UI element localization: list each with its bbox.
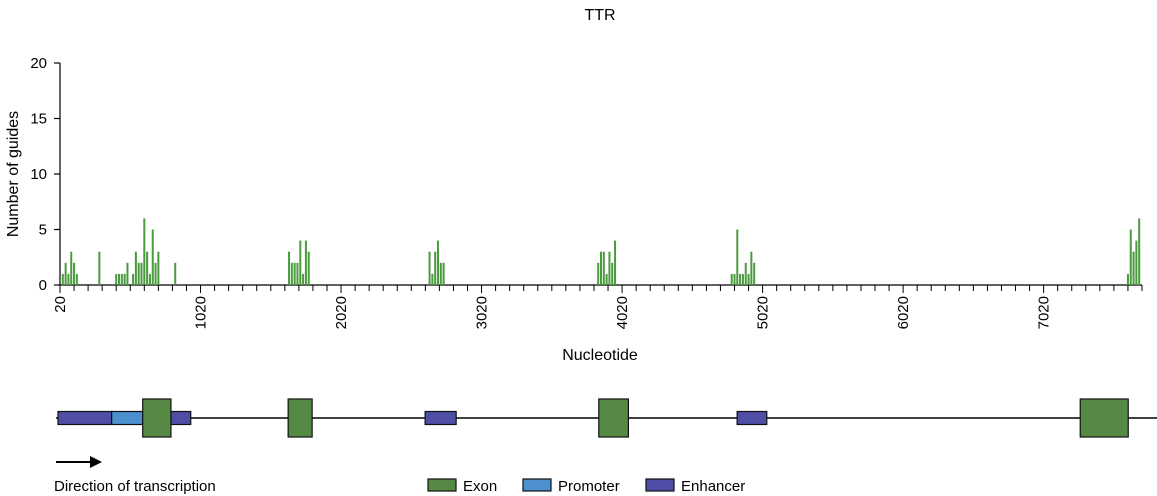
- exon-block: [142, 398, 172, 438]
- bar: [151, 229, 154, 285]
- bar: [132, 273, 135, 285]
- bar: [436, 240, 439, 285]
- bar: [123, 273, 126, 285]
- bar: [64, 262, 67, 285]
- bar: [146, 251, 149, 285]
- bar: [70, 251, 73, 285]
- x-tick-label: 5020: [755, 296, 772, 329]
- bar: [75, 273, 78, 285]
- bar: [1138, 218, 1141, 285]
- direction-indicator: Direction of transcription: [54, 456, 216, 495]
- x-tick-label: 1020: [193, 296, 210, 329]
- x-axis: 20 1020 2020 3020 4020 5020 6020 7020: [52, 284, 1143, 329]
- y-axis: 0 5 10 15 20: [30, 55, 61, 294]
- bar: [67, 273, 70, 285]
- bar: [288, 251, 291, 285]
- bar: [118, 273, 121, 285]
- y-tick-label: 0: [39, 277, 47, 294]
- x-tick-label: 7020: [1036, 296, 1053, 329]
- bar: [605, 273, 608, 285]
- bar: [174, 262, 177, 285]
- bar: [307, 251, 310, 285]
- x-tick-label: 4020: [614, 296, 631, 329]
- exon-block: [287, 398, 313, 438]
- bar: [73, 262, 76, 285]
- x-axis-label: Nucleotide: [562, 347, 638, 364]
- bar: [733, 273, 736, 285]
- exon-block: [1079, 398, 1129, 438]
- y-tick-label: 15: [30, 111, 47, 128]
- bar: [304, 240, 307, 285]
- bar: [434, 251, 437, 285]
- bar: [299, 240, 302, 285]
- bar: [741, 273, 744, 285]
- bar: [296, 262, 299, 285]
- bar: [602, 251, 605, 285]
- bar: [120, 273, 123, 285]
- bar: [143, 218, 146, 285]
- bar: [428, 251, 431, 285]
- exon-block: [598, 398, 630, 438]
- bar: [154, 262, 157, 285]
- bar: [126, 262, 129, 285]
- bar: [597, 262, 600, 285]
- bar: [140, 262, 143, 285]
- legend-swatch: [522, 478, 552, 492]
- x-tick-label: 3020: [474, 296, 491, 329]
- bar: [293, 262, 296, 285]
- chart-title: TTR: [584, 7, 615, 24]
- bar: [747, 273, 750, 285]
- x-tick-label: 6020: [895, 296, 912, 329]
- legend-swatch: [645, 478, 675, 492]
- bar: [442, 262, 445, 285]
- x-tick-label: 20: [52, 296, 69, 313]
- bar: [148, 273, 151, 285]
- bar: [61, 273, 64, 285]
- legend-label: Enhancer: [681, 478, 745, 495]
- legend-label: Exon: [463, 478, 497, 495]
- bar: [614, 240, 617, 285]
- bar: [98, 251, 101, 285]
- bar-series: [61, 218, 1141, 285]
- bar: [753, 262, 756, 285]
- bar: [608, 251, 611, 285]
- bar: [157, 251, 160, 285]
- legend-swatch: [427, 478, 457, 492]
- x-tick-label: 2020: [333, 296, 350, 329]
- promoter-block: [111, 410, 144, 426]
- bar: [1135, 240, 1138, 285]
- direction-arrow-head-icon: [90, 456, 102, 468]
- bar: [611, 262, 614, 285]
- legend-label: Promoter: [558, 478, 620, 495]
- bar: [1132, 251, 1135, 285]
- bar: [730, 273, 733, 285]
- bar: [137, 262, 140, 285]
- bar: [439, 262, 442, 285]
- bar: [134, 251, 137, 285]
- enhancer-block: [57, 410, 113, 426]
- bar: [736, 229, 739, 285]
- bar: [431, 273, 434, 285]
- bar: [115, 273, 118, 285]
- enhancer-block: [424, 410, 457, 426]
- gene-track: [56, 398, 1157, 438]
- direction-label: Direction of transcription: [54, 478, 216, 495]
- bar: [600, 251, 602, 285]
- y-tick-label: 10: [30, 166, 47, 183]
- bar: [744, 262, 747, 285]
- bar: [1129, 229, 1132, 285]
- enhancer-block: [736, 410, 768, 426]
- bar: [750, 251, 753, 285]
- legend: Exon Promoter Enhancer: [427, 478, 745, 495]
- enhancer-block: [170, 410, 192, 426]
- y-tick-label: 20: [30, 55, 47, 72]
- bar: [739, 273, 742, 285]
- bar: [1126, 273, 1129, 285]
- y-tick-label: 5: [39, 222, 47, 239]
- y-axis-label: Number of guides: [5, 111, 22, 237]
- bar: [302, 273, 305, 285]
- bar: [290, 262, 293, 285]
